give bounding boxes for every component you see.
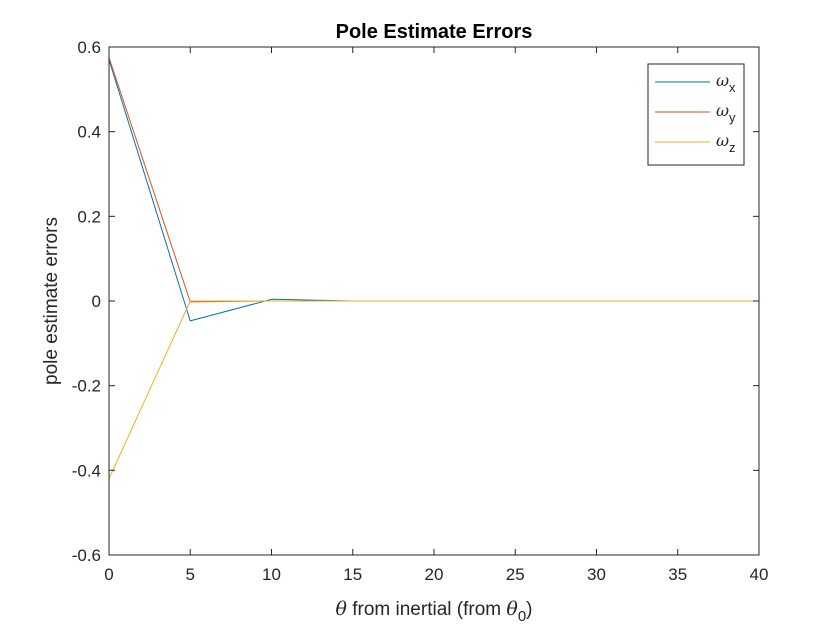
x-axis-label-text: from inertial (from — [347, 599, 506, 620]
legend-entry-symbol: ω — [716, 131, 729, 150]
x-tick-label: 15 — [343, 565, 362, 584]
y-tick-label: 0.4 — [77, 123, 101, 142]
y-tick-label: 0.2 — [77, 207, 101, 226]
legend-entry-symbol: ω — [716, 71, 729, 90]
y-axis-label: pole estimate errors — [41, 217, 62, 385]
x-tick-label: 0 — [104, 565, 113, 584]
x-axis-label-subscript: 0 — [518, 608, 526, 625]
x-tick-label: 10 — [262, 565, 281, 584]
legend-entry-subscript: x — [729, 80, 736, 95]
x-axis-label-close: ) — [526, 599, 532, 620]
ticks-layer: 0 5 10 15 20 25 30 35 40 0.6 0.4 0.2 0 -0.2 -0.4 -0.6 — [72, 38, 769, 584]
legend-entry-subscript: y — [729, 110, 736, 125]
x-tick-label: 35 — [668, 565, 687, 584]
series-line-omega-z — [108, 300, 759, 480]
x-tick-label: 40 — [750, 565, 769, 584]
x-tick-label: 5 — [186, 565, 195, 584]
y-tick-label: 0.6 — [77, 38, 101, 57]
x-tick-label: 30 — [587, 565, 606, 584]
chart-title: Pole Estimate Errors — [336, 21, 533, 43]
y-tick-label: 0 — [92, 292, 101, 311]
legend-entry-subscript: z — [729, 140, 736, 155]
y-tick-label: -0.2 — [72, 377, 101, 396]
series-layer — [108, 57, 759, 480]
y-tick-label: -0.4 — [72, 461, 101, 480]
x-axis-label-theta: θ — [336, 598, 348, 620]
legend-entry-symbol: ω — [716, 101, 729, 120]
x-tick-label: 20 — [425, 565, 444, 584]
x-axis-label: θ from inertial (from θ0) — [336, 598, 533, 625]
legend-entry-omega-y: ωy — [716, 101, 736, 125]
legend-entry-omega-x: ωx — [716, 71, 736, 95]
x-axis-label-theta0: θ — [506, 598, 518, 620]
legend-box — [647, 63, 745, 166]
x-tick-label: 25 — [506, 565, 525, 584]
legend-entry-omega-z: ωz — [716, 131, 736, 155]
y-tick-label: -0.6 — [72, 546, 101, 565]
